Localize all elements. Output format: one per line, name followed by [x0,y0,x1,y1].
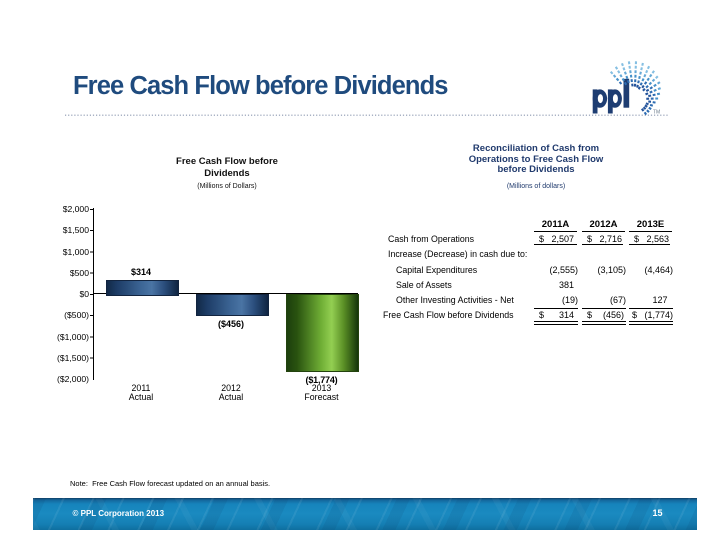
svg-text:TM: TM [653,110,660,116]
